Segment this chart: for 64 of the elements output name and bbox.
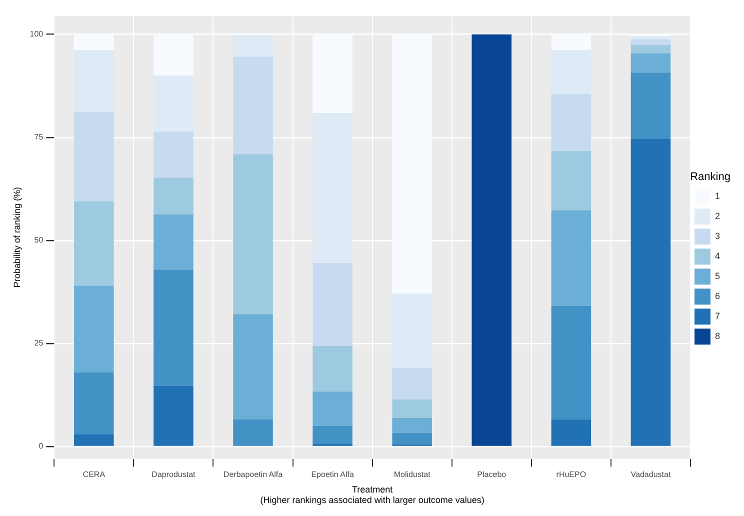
bar bbox=[551, 150, 592, 210]
bar bbox=[74, 372, 114, 434]
bar bbox=[154, 214, 194, 270]
x-tick-label: CERA bbox=[82, 470, 106, 479]
bar bbox=[154, 270, 194, 386]
y-tick-label: 0 bbox=[38, 442, 44, 451]
bar bbox=[74, 50, 114, 112]
bar bbox=[551, 306, 592, 420]
y-tick-label: 50 bbox=[34, 236, 44, 245]
legend-label: 5 bbox=[714, 271, 720, 282]
y-tick-label: 100 bbox=[30, 30, 44, 39]
x-tick-label: rHuEPO bbox=[556, 470, 586, 479]
x-tick-label: Molidustat bbox=[394, 470, 432, 479]
legend-label: 7 bbox=[714, 311, 720, 322]
legend-title: Ranking bbox=[690, 170, 730, 183]
legend-label: 8 bbox=[714, 331, 720, 342]
bar bbox=[551, 419, 592, 446]
bar bbox=[233, 56, 273, 154]
bar bbox=[630, 53, 671, 73]
x-tick-label: Vadadustat bbox=[630, 470, 672, 479]
legend-label: 6 bbox=[714, 291, 720, 302]
y-tick-label: 75 bbox=[34, 132, 44, 142]
bar bbox=[74, 286, 114, 372]
legend-label: 3 bbox=[714, 231, 720, 242]
bar bbox=[233, 419, 273, 446]
legend-label: 1 bbox=[714, 191, 720, 202]
x-tick-label: Derbapoetin Alfa bbox=[223, 470, 284, 479]
x-tick-label: Epoetin Alfa bbox=[311, 470, 354, 479]
bar bbox=[392, 294, 432, 368]
bar bbox=[233, 35, 273, 57]
bar bbox=[551, 50, 592, 94]
bar bbox=[472, 34, 512, 446]
bar bbox=[630, 139, 671, 446]
bar bbox=[312, 426, 352, 444]
x-tick-label: Daprodustat bbox=[152, 470, 196, 479]
x-axis-title: Treatment (Higher rankings associated with larger outcome values) bbox=[260, 484, 484, 506]
legend-label: 4 bbox=[714, 251, 720, 262]
bar bbox=[74, 434, 114, 446]
bar bbox=[154, 178, 194, 214]
bar bbox=[154, 132, 194, 178]
bar bbox=[233, 314, 273, 420]
bar bbox=[630, 72, 671, 140]
bar bbox=[74, 112, 114, 202]
bar bbox=[551, 94, 592, 151]
bar bbox=[392, 432, 432, 444]
legend-label: 2 bbox=[714, 211, 720, 222]
y-tick-label: 25 bbox=[34, 338, 44, 348]
bar bbox=[630, 45, 671, 54]
bar bbox=[392, 418, 432, 433]
x-tick-label: Placebo bbox=[477, 470, 507, 479]
bar bbox=[630, 36, 671, 40]
bar bbox=[74, 201, 114, 286]
bar bbox=[392, 368, 432, 400]
bar bbox=[154, 386, 194, 446]
bar bbox=[233, 154, 273, 314]
bar bbox=[630, 39, 671, 46]
bar bbox=[312, 346, 352, 392]
bar bbox=[312, 113, 352, 264]
bar bbox=[392, 399, 432, 418]
bar bbox=[312, 392, 352, 426]
bar bbox=[154, 76, 194, 132]
bar bbox=[312, 263, 352, 346]
bar bbox=[551, 210, 592, 306]
y-axis-title: Probability of ranking (%) bbox=[12, 187, 22, 288]
